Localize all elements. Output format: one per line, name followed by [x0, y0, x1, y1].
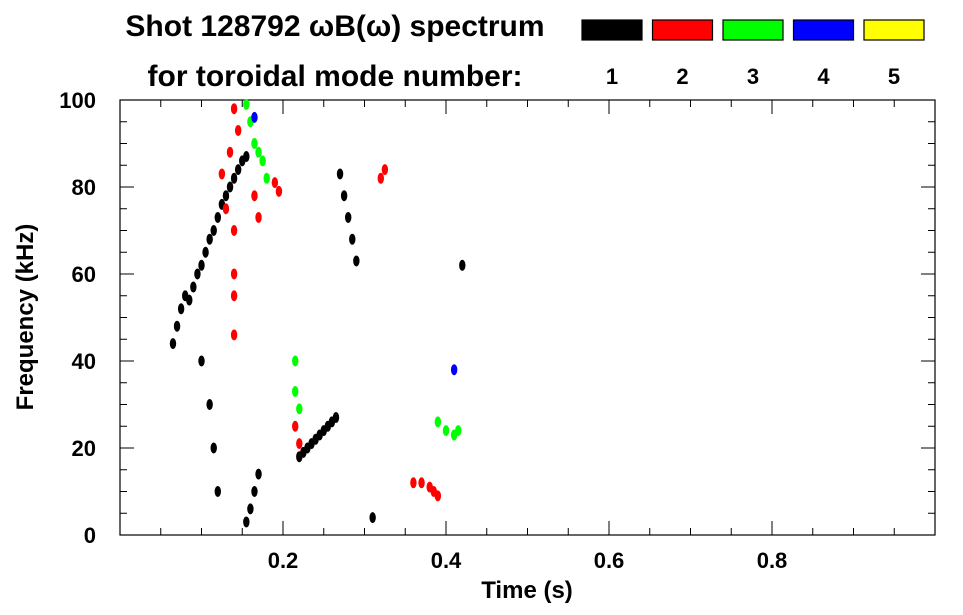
data-point	[255, 146, 262, 158]
data-point	[206, 399, 213, 410]
data-point	[214, 486, 221, 497]
data-point	[377, 172, 384, 184]
chart-subtitle: for toroidal mode number:	[148, 60, 523, 93]
series-mode-4	[251, 111, 458, 376]
data-point	[226, 146, 234, 158]
data-point	[255, 211, 262, 223]
x-tick-label: 0.2	[268, 548, 299, 573]
data-point	[247, 503, 254, 515]
data-point	[243, 98, 250, 110]
series-mode-3	[243, 98, 462, 441]
data-point	[418, 477, 425, 489]
data-point	[292, 385, 299, 397]
data-point	[230, 172, 238, 184]
data-point	[222, 203, 230, 215]
data-point	[169, 338, 177, 350]
data-point	[410, 477, 417, 489]
data-point	[210, 225, 217, 236]
data-point	[186, 294, 193, 306]
legend-swatch-1	[581, 19, 643, 41]
data-point	[234, 164, 242, 176]
data-point	[255, 468, 262, 480]
data-point	[234, 124, 242, 136]
data-point	[214, 211, 221, 223]
data-point	[450, 364, 458, 376]
data-point	[230, 225, 238, 236]
data-point	[222, 190, 230, 202]
data-point	[275, 185, 283, 197]
y-tick-label: 20	[72, 436, 96, 461]
legend-swatch-4	[792, 19, 855, 41]
legend-label-3: 3	[747, 64, 759, 89]
legend-swatch-2	[651, 19, 714, 41]
legend-label-5: 5	[888, 64, 900, 89]
data-point	[345, 211, 352, 223]
data-point	[459, 259, 466, 271]
data-point	[210, 442, 217, 454]
y-tick-label: 80	[72, 175, 96, 200]
data-point	[296, 403, 303, 415]
data-point	[198, 355, 205, 367]
data-point	[251, 486, 258, 497]
data-point	[243, 151, 250, 163]
data-point	[292, 355, 299, 367]
data-point	[296, 438, 303, 450]
mode-number-legend: 1 2 3 4 5	[581, 19, 925, 89]
axis-ticks: 0.2 0.4 0.6 0.8 0 20 40 60 80 100	[59, 88, 936, 573]
data-point	[230, 103, 238, 115]
data-point	[194, 268, 201, 280]
data-point	[243, 516, 250, 528]
data-point	[202, 246, 209, 258]
data-point	[173, 320, 181, 332]
data-point	[434, 416, 442, 428]
y-tick-label: 100	[59, 88, 96, 113]
data-point	[230, 268, 238, 280]
x-tick-label: 0.6	[594, 548, 625, 573]
data-point	[349, 233, 356, 245]
data-point	[226, 181, 234, 193]
y-axis-label: Frequency (kHz)	[12, 224, 39, 411]
data-point	[332, 412, 340, 424]
x-tick-label: 0.8	[757, 548, 788, 573]
data-point	[177, 303, 185, 315]
data-point	[190, 281, 197, 293]
legend-label-2: 2	[676, 64, 688, 89]
data-point	[353, 255, 360, 267]
data-point	[263, 172, 270, 184]
data-point	[251, 111, 258, 123]
x-axis-label: Time (s)	[481, 577, 573, 604]
data-point	[198, 259, 205, 271]
legend-label-1: 1	[606, 64, 618, 89]
data-point	[336, 168, 344, 180]
data-point	[251, 190, 258, 202]
chart-title: Shot 128792 ωB(ω) spectrum	[125, 10, 544, 43]
series-mode-2	[218, 103, 442, 502]
data-point	[206, 233, 213, 245]
legend-swatch-3	[722, 19, 784, 41]
data-point	[442, 425, 450, 437]
y-tick-label: 0	[84, 523, 96, 548]
data-point	[340, 190, 348, 202]
data-point	[455, 425, 462, 437]
legend-swatch-5	[863, 19, 925, 41]
x-tick-label: 0.4	[431, 548, 462, 573]
data-point	[230, 290, 238, 302]
data-point	[218, 168, 226, 180]
series-mode-1	[169, 151, 466, 528]
data-point	[292, 420, 299, 432]
data-point	[230, 329, 238, 341]
y-tick-label: 60	[72, 262, 96, 287]
data-point	[381, 164, 389, 176]
data-point	[434, 490, 442, 502]
data-point	[251, 138, 258, 149]
y-tick-label: 40	[72, 349, 96, 374]
data-point	[369, 512, 376, 524]
legend-label-4: 4	[817, 64, 830, 89]
data-point	[271, 177, 279, 189]
data-point	[259, 155, 266, 167]
spectrum-data	[169, 98, 466, 528]
